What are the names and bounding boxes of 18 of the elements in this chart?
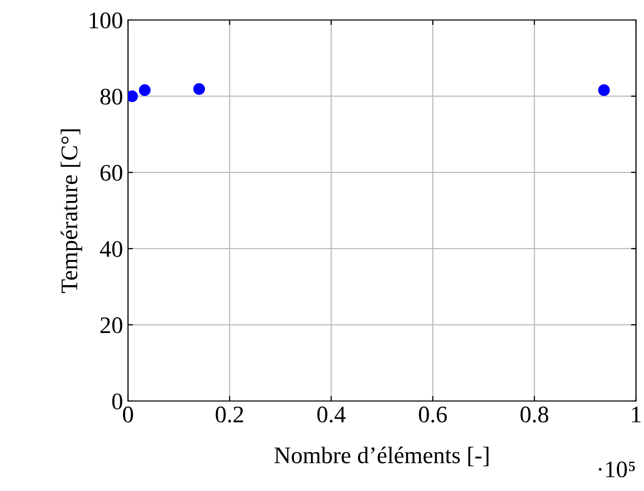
x-tick-label: 0: [122, 406, 134, 422]
x-tick-label: 1: [632, 406, 640, 422]
point: [598, 84, 610, 96]
x-tick-label: 0.6: [418, 406, 447, 423]
text: ·10⁵: [598, 461, 635, 478]
y-tick-label: 40: [100, 241, 122, 258]
y-tick-label: 100: [90, 12, 122, 28]
y-tick-label: 20: [100, 317, 122, 334]
y-tick-label: 60: [100, 164, 122, 181]
y-axis-title: Température [C°]: [60, 129, 82, 293]
x-tick-label: 0.2: [216, 406, 244, 423]
y-tick-label: 0: [112, 393, 122, 410]
x-tick-label: 0.8: [520, 406, 548, 423]
point: [193, 83, 205, 95]
x-axis-title: Nombre d’éléments [-]: [274, 446, 488, 466]
point: [138, 84, 151, 96]
x-tick-label: 0.4: [317, 406, 346, 423]
y-tick-label: 80: [100, 88, 122, 105]
